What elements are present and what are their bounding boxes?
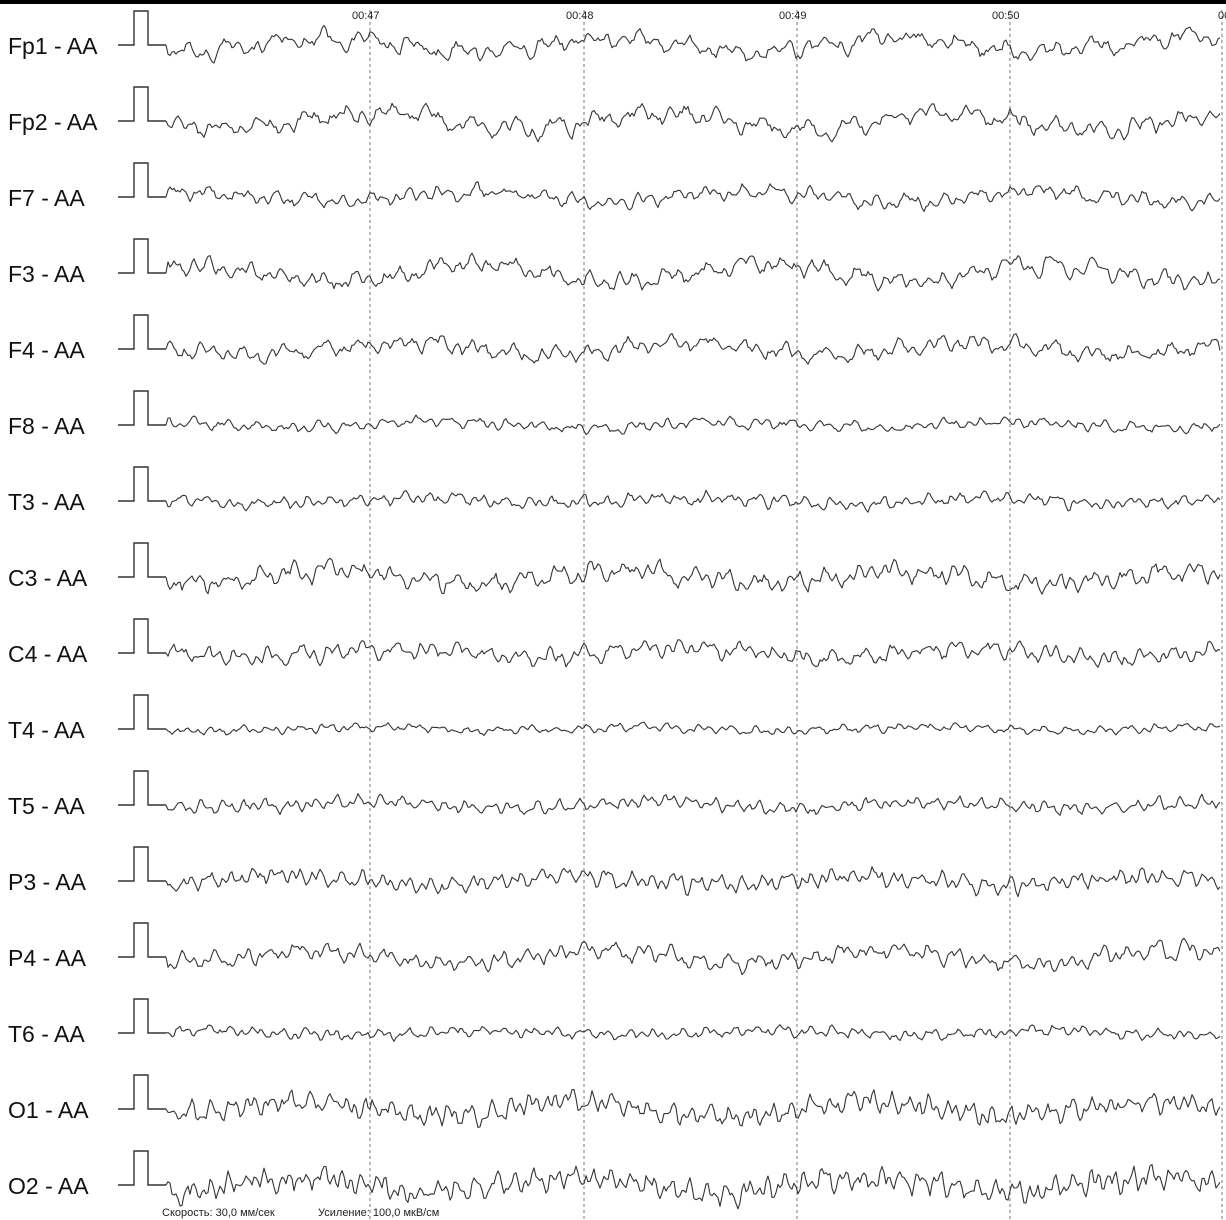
calibration-pulse-p3 bbox=[118, 846, 166, 882]
channel-label-f3: F3 - AA bbox=[8, 261, 85, 287]
calibration-pulse-fp1 bbox=[118, 10, 166, 46]
calibration-pulse-o1 bbox=[118, 1074, 166, 1110]
eeg-trace-o2 bbox=[165, 1163, 1221, 1210]
gain-label: Усиление: 100,0 мкВ/см bbox=[318, 1207, 439, 1219]
channel-label-c4: C4 - AA bbox=[8, 641, 88, 667]
channel-label-p4: P4 - AA bbox=[8, 945, 87, 971]
eeg-trace-c4 bbox=[165, 639, 1221, 668]
calibration-pulse-t4 bbox=[118, 694, 166, 730]
channel-label-fp2: Fp2 - AA bbox=[8, 109, 98, 135]
channel-label-f4: F4 - AA bbox=[8, 337, 85, 363]
calibration-pulse-f7 bbox=[118, 162, 166, 198]
eeg-trace-f7 bbox=[165, 181, 1221, 212]
eeg-trace-f8 bbox=[165, 414, 1221, 436]
calibration-pulse-c3 bbox=[118, 542, 166, 578]
eeg-trace-t5 bbox=[165, 793, 1221, 816]
calibration-pulse-p4 bbox=[118, 922, 166, 958]
eeg-trace-fp2 bbox=[165, 102, 1221, 143]
calibration-pulse-t3 bbox=[118, 466, 166, 502]
channel-label-t6: T6 - AA bbox=[8, 1021, 85, 1047]
eeg-trace-fp1 bbox=[165, 24, 1221, 64]
calibration-pulse-f4 bbox=[118, 314, 166, 350]
eeg-trace-f3 bbox=[165, 252, 1221, 292]
time-marker-label: 00:48 bbox=[566, 10, 594, 22]
eeg-trace-f4 bbox=[165, 332, 1221, 365]
channel-label-fp1: Fp1 - AA bbox=[8, 33, 98, 59]
top-border bbox=[0, 0, 1226, 4]
calibration-pulse-t5 bbox=[118, 770, 166, 806]
calibration-pulse-c4 bbox=[118, 618, 166, 654]
eeg-trace-o1 bbox=[165, 1089, 1221, 1128]
eeg-trace-p3 bbox=[165, 866, 1221, 898]
channel-label-t4: T4 - AA bbox=[8, 717, 85, 743]
channel-label-t5: T5 - AA bbox=[8, 793, 85, 819]
calibration-pulse-o2 bbox=[118, 1150, 166, 1186]
channel-label-o2: O2 - AA bbox=[8, 1173, 89, 1199]
time-marker-label: 00:47 bbox=[352, 10, 380, 22]
channel-label-p3: P3 - AA bbox=[8, 869, 87, 895]
calibration-pulse-f8 bbox=[118, 390, 166, 426]
eeg-trace-p4 bbox=[165, 937, 1221, 976]
channel-label-f8: F8 - AA bbox=[8, 413, 85, 439]
channel-label-c3: C3 - AA bbox=[8, 565, 88, 591]
speed-label: Скорость: 30,0 мм/сек bbox=[162, 1207, 275, 1219]
time-marker-label: 00:50 bbox=[992, 10, 1020, 22]
calibration-pulse-fp2 bbox=[118, 86, 166, 122]
channel-label-f7: F7 - AA bbox=[8, 185, 85, 211]
channel-label-t3: T3 - AA bbox=[8, 489, 85, 515]
channel-label-o1: O1 - AA bbox=[8, 1097, 89, 1123]
calibration-pulse-f3 bbox=[118, 238, 166, 274]
eeg-trace-t6 bbox=[165, 1024, 1221, 1042]
calibration-pulse-t6 bbox=[118, 998, 166, 1034]
eeg-trace-t3 bbox=[165, 489, 1221, 513]
time-marker-label: 00 bbox=[1218, 10, 1226, 22]
eeg-trace-t4 bbox=[165, 721, 1221, 737]
eeg-trace-c3 bbox=[165, 557, 1221, 595]
time-marker-label: 00:49 bbox=[779, 10, 807, 22]
